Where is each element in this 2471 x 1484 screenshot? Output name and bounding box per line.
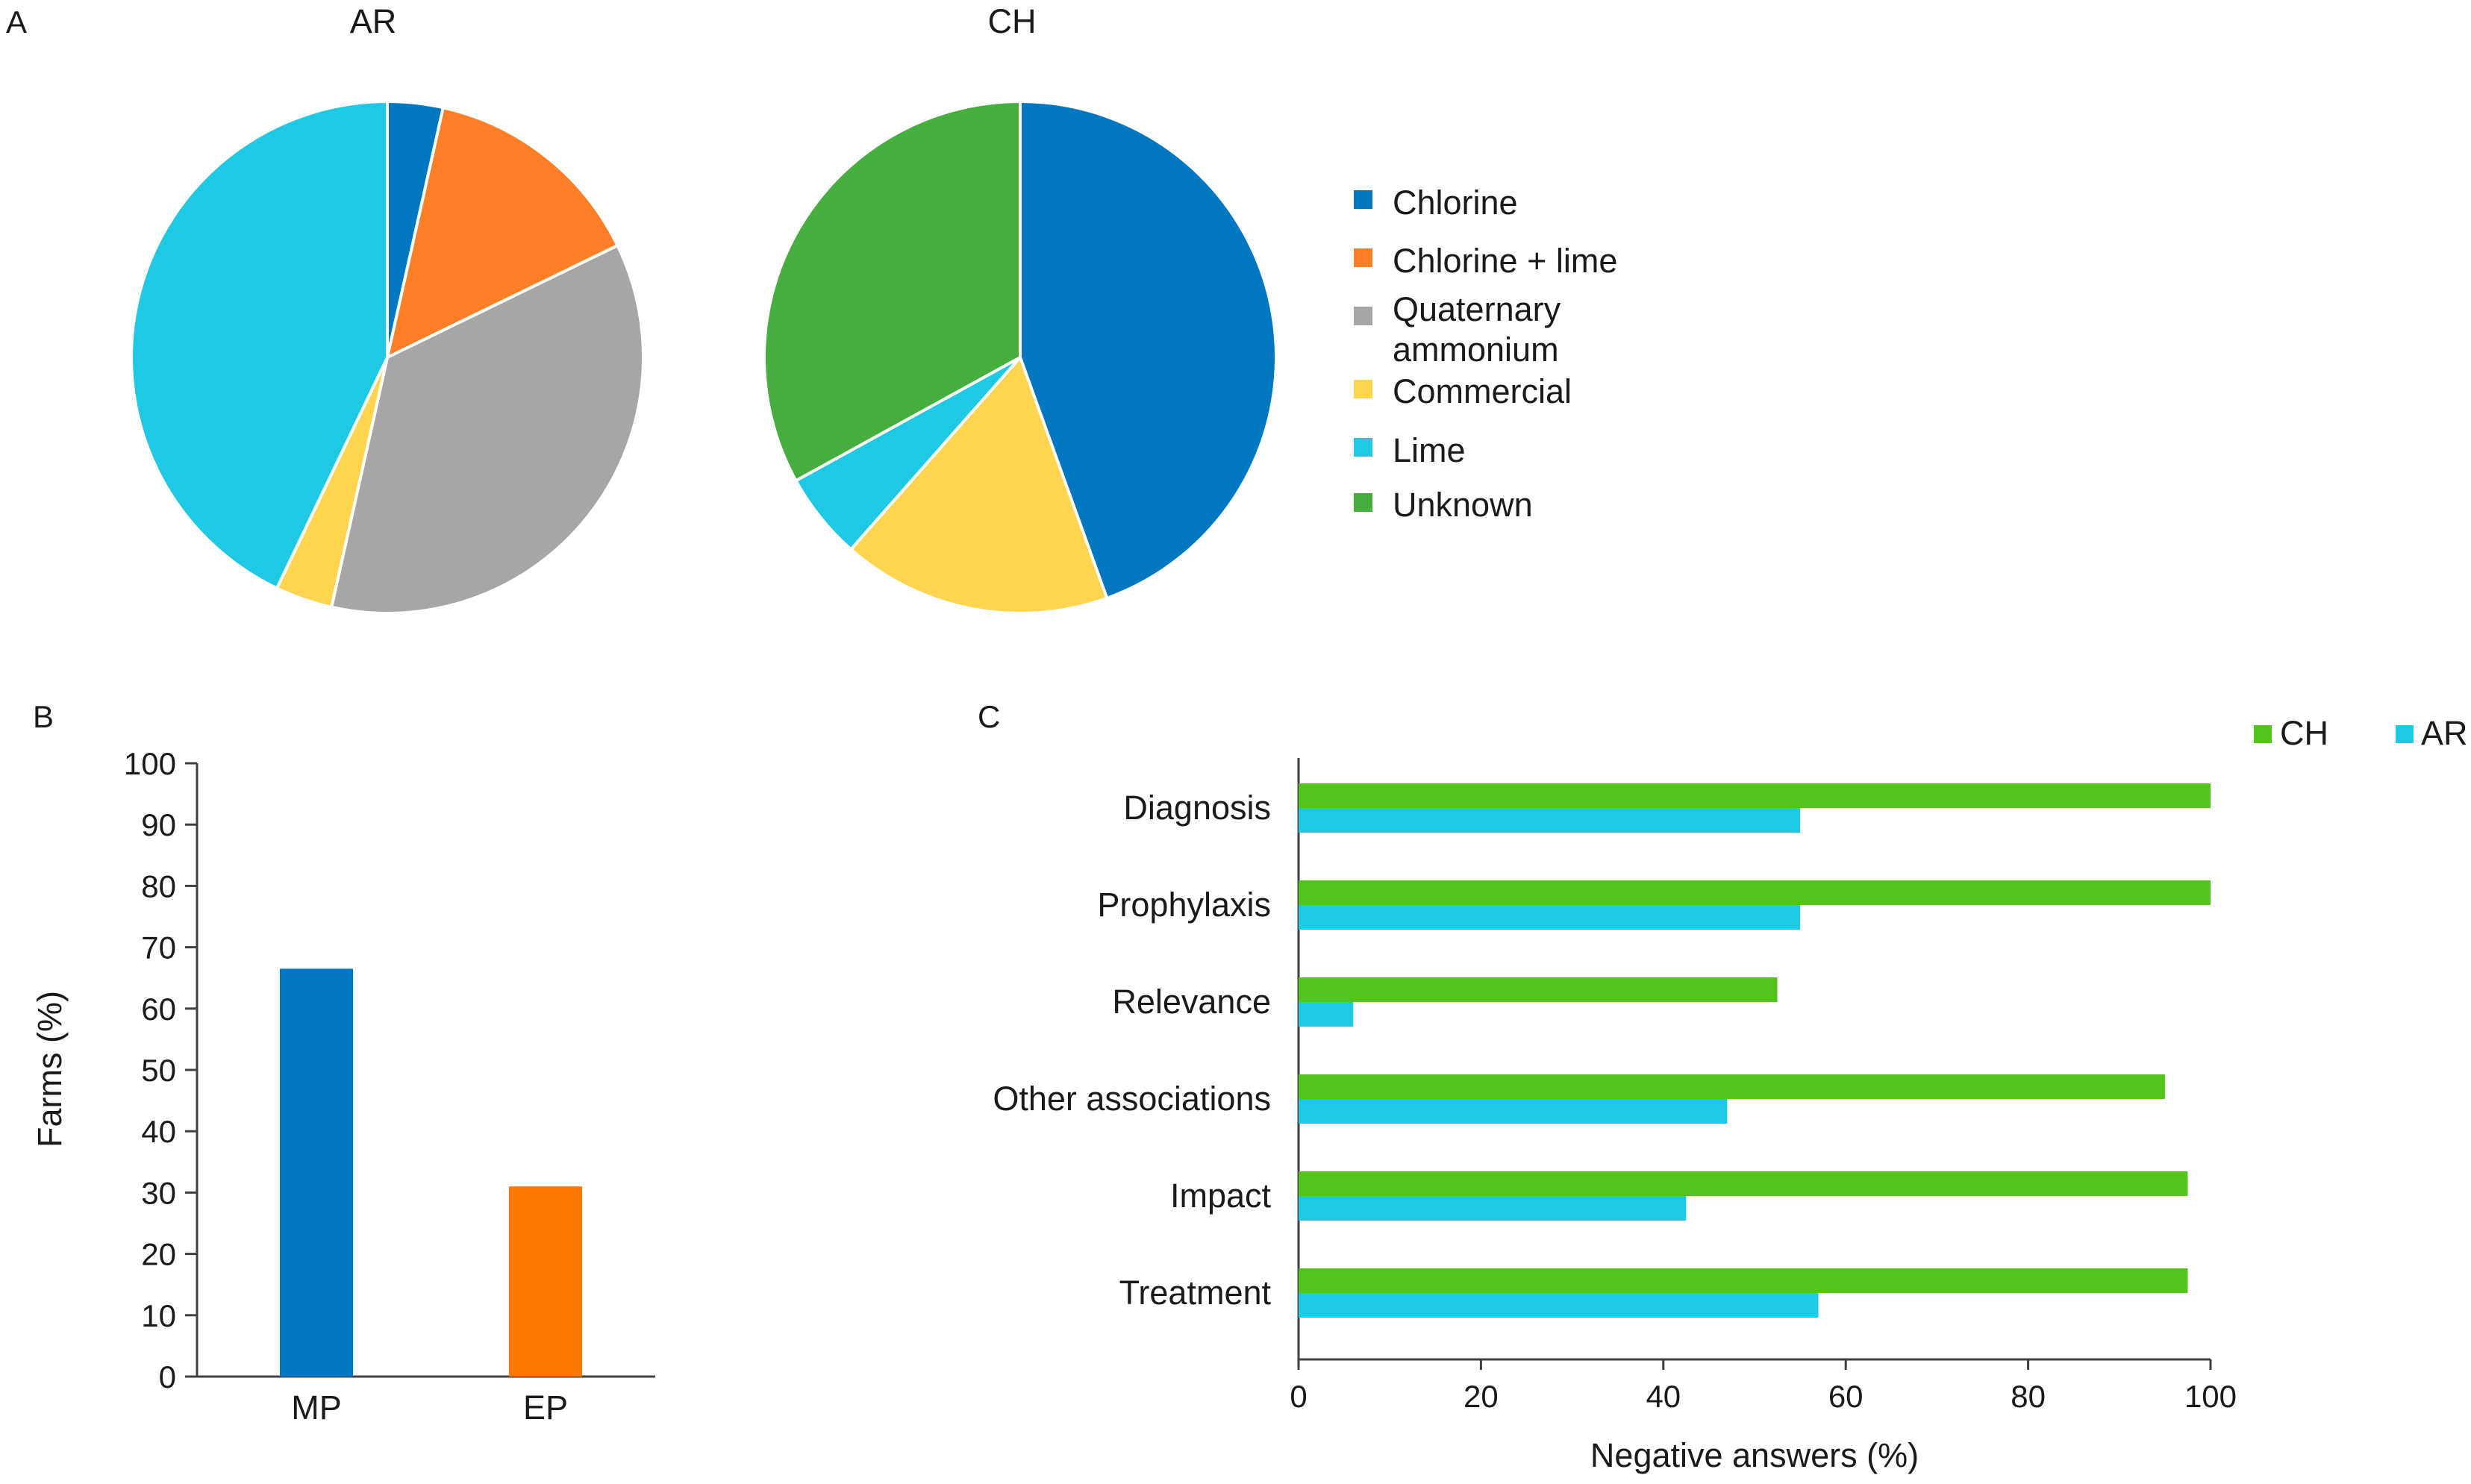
b-y-tick-label: 30 [141, 1175, 176, 1210]
c-bar-ar-prophylaxis [1299, 905, 1801, 930]
b-y-tick-label: 70 [141, 930, 176, 965]
b-bars: MP EP [280, 968, 582, 1427]
b-bar-ep [509, 1186, 582, 1377]
bar-chart-c: 0 20 40 60 80 100 Diagnosis Prophylaxis Relevan… [993, 714, 2467, 1474]
panel-label-c: C [978, 699, 1000, 734]
b-y-tick-label: 10 [141, 1298, 176, 1333]
legend-label-lime: Lime [1393, 431, 1466, 469]
bar-chart-b: 0 10 20 30 40 50 60 70 80 90 100 MP EP Farms (%) [31, 746, 655, 1427]
pie-ar-slices [130, 99, 645, 615]
pie-ch-slice-chlorine [1019, 99, 1278, 601]
c-bar-ch-relevance [1299, 977, 1778, 1002]
legend-item-chlorine: Chlorine [1354, 184, 1518, 222]
c-legend: CH AR [2254, 714, 2468, 752]
legend-label-chlorine: Chlorine [1393, 184, 1518, 222]
c-y-tick-label-impact: Impact [1170, 1177, 1272, 1215]
c-x-axis-label: Negative answers (%) [1590, 1436, 1919, 1474]
legend-swatch-unknown [1354, 493, 1372, 512]
c-bar-ch-diagnosis [1299, 783, 2211, 808]
pie-ch-slice-commercial [849, 354, 1109, 615]
pie-title-ch: CH [988, 2, 1037, 40]
c-x-tick-label: 0 [1290, 1379, 1307, 1414]
c-x-tick-label: 80 [2011, 1379, 2046, 1414]
legend-item-unknown: Unknown [1354, 486, 1533, 524]
c-bar-ch-impact [1299, 1171, 2188, 1196]
panel-label-a: A [6, 4, 27, 40]
c-x-tick-label: 100 [2184, 1379, 2237, 1414]
c-y-tick-label-prophylaxis: Prophylaxis [1097, 886, 1271, 924]
c-x-tick-label: 60 [1828, 1379, 1864, 1414]
b-y-tick-label: 100 [124, 746, 176, 781]
b-y-tick-label: 50 [141, 1053, 176, 1088]
b-bar-mp [280, 968, 353, 1377]
b-x-tick-label-ep: EP [523, 1388, 568, 1427]
legend-swatch-commercial [1354, 380, 1372, 398]
b-x-tick-label-mp: MP [291, 1388, 342, 1427]
c-legend-label-ch: CH [2280, 714, 2328, 752]
c-y-tick-label-other-associations: Other associations [993, 1080, 1271, 1118]
c-bar-ch-treatment [1299, 1268, 2188, 1293]
legend-label-unknown: Unknown [1393, 486, 1533, 524]
pie-legend: Chlorine Chlorine + lime Quaternary ammo… [1354, 184, 1617, 524]
pie-ar-slice-quaternary-ammonium [329, 243, 645, 615]
panel-label-b: B [33, 699, 54, 734]
c-x-tick-label: 40 [1646, 1379, 1681, 1414]
legend-swatch-chlorine-lime [1354, 248, 1372, 267]
b-y-ticks: 0 10 20 30 40 50 60 70 80 90 100 [124, 746, 197, 1394]
legend-swatch-quaternary [1354, 307, 1372, 325]
pie-ch-slices [763, 99, 1278, 615]
legend-item-quaternary-ammonium: Quaternary ammonium [1354, 290, 1561, 369]
pie-chart-ar: AR [130, 2, 645, 615]
b-y-tick-label: 0 [159, 1359, 176, 1394]
c-bar-ar-other-associations [1299, 1099, 1728, 1124]
c-bar-ch-prophylaxis [1299, 880, 2211, 905]
legend-item-commercial: Commercial [1354, 372, 1572, 410]
c-y-tick-label-relevance: Relevance [1112, 983, 1271, 1021]
legend-label-quaternary: Quaternary [1393, 290, 1561, 328]
legend-label-ammonium: ammonium [1393, 331, 1559, 369]
c-bar-ar-treatment [1299, 1293, 1819, 1318]
b-y-tick-label: 90 [141, 807, 176, 842]
c-y-tick-label-treatment: Treatment [1119, 1274, 1272, 1312]
legend-label-commercial: Commercial [1393, 372, 1572, 410]
c-y-tick-label-diagnosis: Diagnosis [1123, 789, 1271, 827]
c-bar-ar-diagnosis [1299, 808, 1801, 833]
legend-swatch-chlorine [1354, 190, 1372, 209]
c-x-tick-label: 20 [1463, 1379, 1499, 1414]
c-bars: Diagnosis Prophylaxis Relevance Other assoc… [993, 783, 2211, 1318]
c-legend-swatch-ar [2396, 725, 2414, 743]
b-y-axis-label: Farms (%) [31, 991, 69, 1148]
legend-item-chlorine-lime: Chlorine + lime [1354, 242, 1617, 280]
c-x-ticks: 0 20 40 60 80 100 [1290, 1359, 2237, 1414]
pie-ch-slice-unknown [763, 99, 1022, 483]
b-y-tick-label: 60 [141, 992, 176, 1027]
c-bar-ch-other-associations [1299, 1074, 2165, 1099]
legend-swatch-lime [1354, 438, 1372, 457]
c-legend-label-ar: AR [2421, 714, 2468, 752]
pie-chart-ch: CH [763, 2, 1278, 615]
c-bar-ar-relevance [1299, 1002, 1354, 1027]
pie-ar-slice-chlorine-lime [385, 105, 620, 360]
b-y-tick-label: 40 [141, 1114, 176, 1149]
c-legend-swatch-ch [2254, 725, 2272, 743]
legend-label-chlorine-lime: Chlorine + lime [1393, 242, 1617, 280]
c-bar-ar-impact [1299, 1196, 1687, 1221]
pie-ar-slice-lime [130, 99, 389, 591]
b-y-tick-label: 20 [141, 1237, 176, 1272]
pie-title-ar: AR [350, 2, 397, 40]
b-y-tick-label: 80 [141, 868, 176, 904]
legend-item-lime: Lime [1354, 431, 1466, 469]
